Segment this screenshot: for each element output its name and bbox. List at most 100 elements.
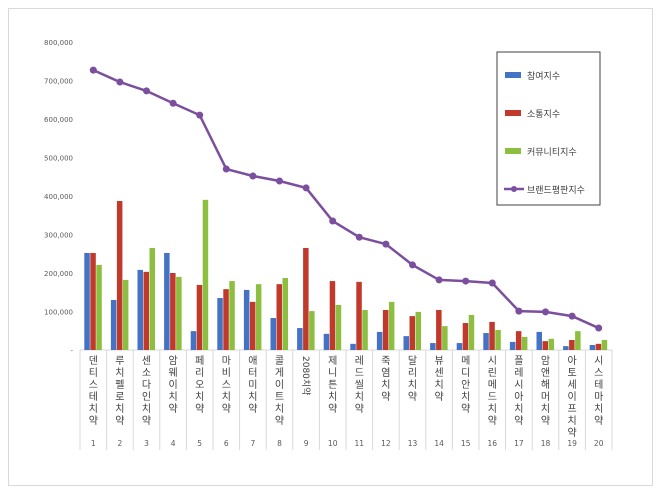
bar-1 [350, 343, 356, 350]
category-label-char: 스 [222, 379, 231, 391]
bar-2 [90, 252, 96, 350]
category-label-char: 스 [89, 379, 98, 391]
bar-1 [323, 333, 330, 350]
category-label-char: 프 [567, 404, 576, 415]
line-point [116, 78, 124, 86]
category-label-char: 약 [168, 403, 177, 415]
bar-2 [595, 343, 602, 350]
bar-2 [223, 289, 229, 350]
rank-label: 16 [488, 439, 498, 448]
rank-label: 4 [171, 439, 176, 448]
category-label-char: 치 [355, 391, 364, 403]
category-label-char: 약 [142, 415, 151, 427]
category-label-char: 암 [168, 355, 177, 367]
category-label-char: 약 [488, 415, 497, 427]
bar-2 [196, 284, 203, 350]
bar-1 [589, 344, 596, 350]
line-point [488, 279, 496, 287]
category-label-char: 웨 [168, 367, 177, 379]
line-point [169, 99, 177, 107]
y-tick-label: 500,000 [44, 155, 73, 163]
rank-label: 1 [91, 439, 96, 448]
category-label-char: 니 [328, 367, 337, 379]
rank-label: 15 [461, 439, 471, 448]
rank-label: 9 [304, 439, 309, 448]
line-point [542, 308, 549, 316]
bar-1 [243, 289, 250, 350]
bar-1 [137, 269, 143, 350]
category-label-char: 터 [248, 367, 257, 379]
category-label-char: 시 [594, 355, 603, 367]
y-tick-label: 100,000 [44, 309, 73, 317]
category-label-char: 오 [195, 380, 204, 391]
category-label-char: 치 [488, 403, 497, 415]
bar-1 [190, 331, 197, 350]
category-label-char: 비 [222, 367, 231, 379]
bar-2 [356, 281, 362, 350]
bar-1 [217, 298, 223, 350]
category-label-char: 약 [275, 415, 284, 427]
category-label-char: 약 [222, 403, 231, 415]
bar-1 [403, 336, 409, 350]
line-point [222, 165, 230, 173]
category-label-char: 약 [115, 415, 124, 427]
rank-label: 18 [541, 439, 551, 448]
rank-label: 2 [118, 439, 123, 448]
category-label-char: 치 [195, 391, 204, 403]
category-label-char: 로 [115, 392, 124, 403]
category-label-char: 치 [248, 391, 257, 403]
line-point [462, 277, 470, 285]
category-label-char: 펠 [115, 379, 124, 391]
bar-2 [436, 309, 442, 350]
category-label-char: 씰 [355, 379, 364, 391]
bar-2 [382, 309, 389, 350]
bar-3 [122, 279, 129, 350]
bar-2 [515, 331, 522, 350]
bar-3 [309, 311, 315, 350]
category-label-char: 마 [594, 391, 603, 403]
category-label-char: 드 [488, 392, 497, 403]
category-label-char: 약 [514, 415, 523, 427]
y-tick-label: 200,000 [44, 270, 73, 278]
line-point [568, 312, 576, 320]
category-label-char: 리 [408, 367, 417, 379]
category-label-char: 약 [248, 403, 257, 415]
category-label-char: 드 [355, 368, 364, 379]
category-label-char: 테 [594, 379, 603, 391]
category-label-char: 튼 [328, 379, 337, 391]
category-label-char: 약 [541, 415, 550, 427]
category-label-char: 치 [115, 367, 124, 379]
line-point [89, 66, 97, 74]
category-label-char: 소 [142, 367, 151, 379]
category-label-char: 시 [488, 355, 497, 367]
rank-label: 5 [197, 439, 202, 448]
bar-3 [442, 326, 448, 350]
bar-2 [489, 321, 495, 350]
bar-2 [276, 284, 282, 350]
category-label-char: 트 [275, 392, 284, 403]
category-label-char: 스 [594, 367, 603, 379]
category-label: 2080치약 [300, 356, 312, 395]
category-label-char: 인 [142, 391, 151, 403]
legend-swatch [505, 72, 521, 78]
bar-2 [542, 341, 548, 350]
legend-marker [511, 186, 517, 192]
category-label-char: 안 [461, 379, 470, 391]
category-label-char: 레 [355, 355, 364, 367]
rank-label: 13 [408, 439, 418, 448]
bar-2 [143, 271, 149, 350]
category-label-char: 티 [89, 367, 98, 379]
line-point [595, 324, 603, 332]
category-label-char: 머 [541, 391, 550, 403]
category-label-char: 세 [567, 379, 576, 391]
rank-label: 8 [277, 439, 282, 448]
bar-2 [329, 281, 336, 350]
category-label-char: 치 [541, 403, 550, 415]
category-label-char: 치 [514, 403, 523, 415]
legend-swatch [505, 110, 521, 116]
